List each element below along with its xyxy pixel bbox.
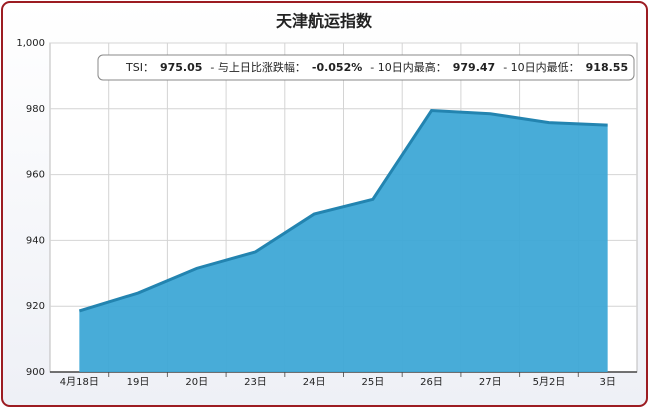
annotation-value: 979.47 — [453, 61, 495, 74]
annotation-value: 975.05 — [160, 61, 202, 74]
y-tick-label: 1,000 — [16, 38, 45, 49]
area — [79, 110, 608, 372]
y-tick-label: 980 — [26, 104, 45, 115]
x-tick-label: 3日 — [599, 377, 615, 388]
y-tick-label: 940 — [26, 235, 45, 246]
x-tick-label: 24日 — [303, 377, 326, 388]
annotation-label: - 10日内最低： — [503, 60, 579, 74]
annotation-label: - 10日内最高： — [370, 60, 446, 74]
x-tick-label: 23日 — [244, 377, 267, 388]
annotation-label: TSI： — [125, 61, 154, 74]
plot — [50, 42, 637, 377]
annotation-box — [97, 54, 635, 81]
x-tick-label: 27日 — [479, 377, 502, 388]
chart-title: 天津航运指数 — [276, 12, 373, 31]
y-tick-label: 960 — [26, 170, 45, 181]
annotation: TSI： 975.05 - 与上日比涨跌幅： -0.052% - 10日内最高： 979.… — [97, 54, 635, 81]
y-tick-label: 920 — [26, 301, 45, 312]
annotation-value: 918.55 — [586, 61, 628, 74]
x-tick-label: 4月18日 — [60, 376, 99, 388]
y-tick-label: 900 — [26, 367, 45, 378]
x-tick-label: 19日 — [127, 377, 150, 388]
annotation-label: - 与上日比涨跌幅： — [210, 60, 305, 74]
x-tick-label: 25日 — [361, 377, 384, 388]
x-tick-label: 26日 — [420, 377, 443, 388]
line — [78, 108, 608, 313]
x-tick-label: 20日 — [185, 377, 208, 388]
x-tick-label: 5月2日 — [533, 376, 566, 388]
annotation-value: -0.052% — [312, 61, 362, 74]
